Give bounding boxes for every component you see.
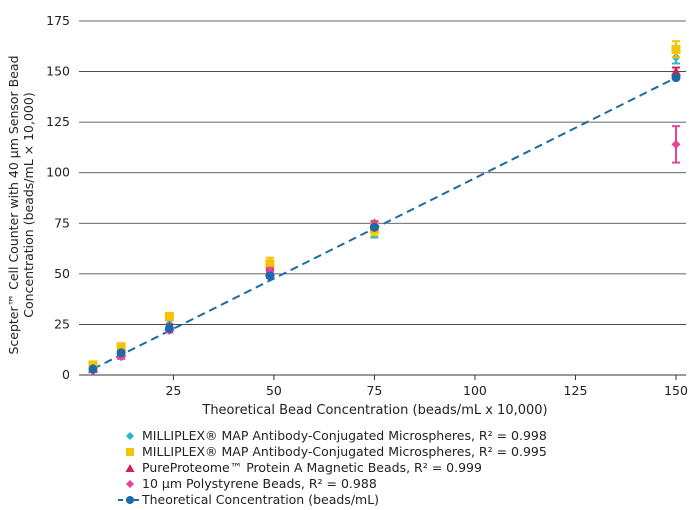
diamond-point xyxy=(671,139,681,149)
y-tick-label: 50 xyxy=(54,266,70,281)
x-axis-label: Theoretical Bead Concentration (beads/mL… xyxy=(201,403,547,418)
circle-point xyxy=(88,364,98,374)
y-tick-label: 125 xyxy=(46,114,70,129)
y-tick-label: 0 xyxy=(62,367,70,382)
legend-square-icon xyxy=(126,448,134,456)
legend-diamond-icon xyxy=(126,432,134,440)
circle-point xyxy=(116,348,126,358)
series-group xyxy=(88,50,681,372)
x-tick-labels: 25 50 75 100 125 150 xyxy=(165,383,688,398)
legend-triangle-icon xyxy=(125,464,135,472)
x-tick-label: 125 xyxy=(564,383,588,398)
data-marks xyxy=(88,40,681,376)
circle-point xyxy=(265,271,275,281)
square-point xyxy=(164,311,174,321)
legend-item: PureProteome™ Protein A Magnetic Beads, … xyxy=(118,460,547,476)
series-group xyxy=(88,125,681,376)
y-axis-label-line1: Scepter™ Cell Counter with 40 µm Sensor … xyxy=(6,55,21,354)
legend-label: PureProteome™ Protein A Magnetic Beads, … xyxy=(142,460,482,475)
legend: MILLIPLEX® MAP Antibody-Conjugated Micro… xyxy=(118,428,547,508)
y-tick-label: 25 xyxy=(54,316,70,331)
square-point xyxy=(671,44,681,54)
x-tick-label: 75 xyxy=(366,383,382,398)
series-group xyxy=(88,73,681,374)
triangle-point xyxy=(671,66,681,76)
theoretical-dashed-line xyxy=(92,76,677,370)
y-tick-label: 150 xyxy=(46,64,70,79)
legend-diamond-icon xyxy=(126,480,134,488)
legend-item: MILLIPLEX® MAP Antibody-Conjugated Micro… xyxy=(118,428,547,444)
x-tick-label: 25 xyxy=(165,383,181,398)
axes xyxy=(79,374,686,380)
y-axis-label-line2: Concentration (beads/mL × 10,000) xyxy=(21,92,36,317)
y-tick-label: 100 xyxy=(46,165,70,180)
square-point xyxy=(265,259,275,269)
legend-label: MILLIPLEX® MAP Antibody-Conjugated Micro… xyxy=(142,444,547,459)
legend-label: MILLIPLEX® MAP Antibody-Conjugated Micro… xyxy=(142,428,547,443)
x-tick-label: 150 xyxy=(664,383,688,398)
legend-item: Theoretical Concentration (beads/mL) xyxy=(118,492,547,508)
series-group xyxy=(88,40,681,370)
legend-label: 10 µm Polystyrene Beads, R² = 0.988 xyxy=(142,476,377,491)
theoretical-line xyxy=(92,76,677,370)
gridlines xyxy=(79,20,686,325)
y-tick-labels: 0 25 50 75 100 125 150 175 xyxy=(46,13,70,382)
scatter-chart: 0 25 50 75 100 125 150 175 25 50 75 100 125 150 Theo… xyxy=(6,13,688,418)
x-tick-label: 100 xyxy=(463,383,487,398)
legend-item: 10 µm Polystyrene Beads, R² = 0.988 xyxy=(118,476,547,492)
legend-item: MILLIPLEX® MAP Antibody-Conjugated Micro… xyxy=(118,444,547,460)
square-point xyxy=(116,342,126,352)
circle-point xyxy=(369,222,379,232)
y-axis-label: Scepter™ Cell Counter with 40 µm Sensor … xyxy=(6,55,36,354)
y-tick-label: 75 xyxy=(54,215,70,230)
legend-dashed-line-circle-icon xyxy=(118,496,142,504)
legend-label: Theoretical Concentration (beads/mL) xyxy=(142,492,380,507)
x-tick-label: 50 xyxy=(266,383,282,398)
circle-point xyxy=(164,323,174,333)
y-tick-label: 175 xyxy=(46,13,70,28)
circle-point xyxy=(671,73,681,83)
